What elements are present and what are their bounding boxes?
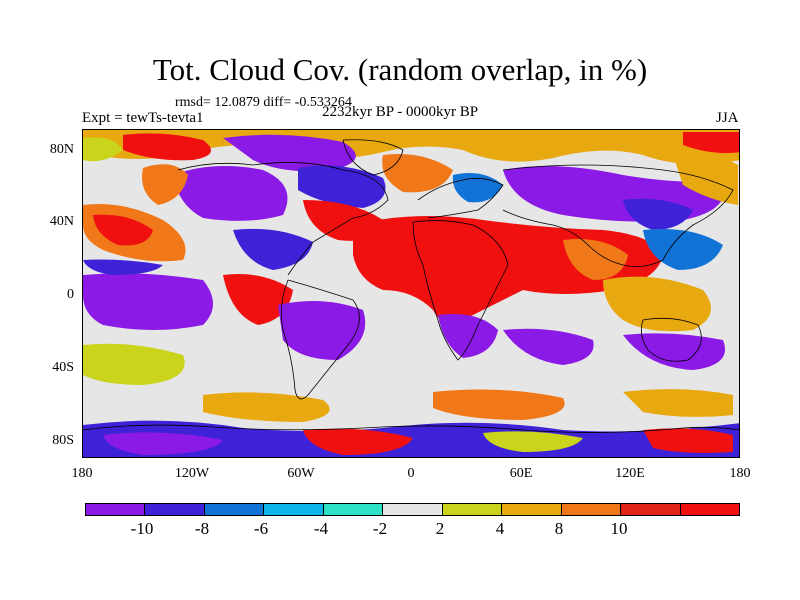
colorbar-label: 4 (495, 519, 505, 538)
coastline-asia (502, 164, 734, 268)
region-antarctic-red (303, 428, 413, 455)
y-tick-label: 0 (67, 287, 74, 302)
region-south-america-purple (278, 301, 366, 360)
region-southern-ocean-orange (623, 389, 733, 417)
region-east-asia-blue (623, 198, 693, 230)
region-arctic-yellow (83, 137, 123, 162)
colorbar-swatch (145, 504, 205, 515)
coastline-greenland (342, 139, 404, 176)
colorbar-label: -8 (194, 519, 210, 538)
region-arctic-red (683, 132, 739, 154)
colorbar-label: -4 (313, 519, 329, 538)
cloud-cover-difference-map (83, 130, 739, 457)
x-tick-label: 120E (615, 466, 645, 481)
season-label: JJA (716, 110, 739, 126)
region-antarctic-purple (103, 432, 223, 455)
experiment-label: Expt = tewTs-tevta1 (82, 110, 204, 126)
colorbar-swatch (86, 504, 146, 515)
region-south-pacific-yellow (83, 343, 185, 385)
y-tick-label: 80S (52, 433, 74, 448)
colorbar-swatch (204, 504, 265, 515)
colorbar-swatch (561, 504, 622, 515)
region-equatorial-pacific-blue (83, 259, 163, 275)
region-south-atlantic-red (223, 274, 293, 325)
coastline-europe (417, 177, 504, 219)
x-tick-label: 0 (407, 466, 415, 481)
colorbar-swatch (502, 504, 562, 515)
region-southern-ocean-orange (203, 392, 330, 422)
x-tick-label: 60E (509, 466, 533, 481)
map-panel (82, 129, 740, 458)
region-africa-south-purple (438, 314, 498, 358)
region-south-pacific-purple (623, 333, 725, 370)
y-tick-label: 40S (52, 360, 74, 375)
region-indian-ocean-purple (503, 328, 594, 365)
colorbar-swatch (323, 504, 384, 515)
coastline-africa (412, 220, 509, 361)
region-central-america-blue (233, 228, 313, 270)
region-north-pacific-purple (173, 166, 288, 221)
coastline-australia (640, 317, 702, 362)
map-title: Tot. Cloud Cov. (random overlap, in %) (152, 52, 648, 87)
coastline-antarctica (83, 424, 739, 433)
colorbar-label: -6 (253, 519, 269, 538)
colorbar-swatch (680, 504, 739, 515)
x-tick-label: 180 (71, 466, 93, 481)
coastlines (83, 139, 739, 433)
coastline-south-america (280, 279, 360, 400)
colorbar-label: 2 (435, 519, 445, 538)
region-north-america-blue (298, 165, 386, 208)
coastline-north-america (177, 162, 389, 276)
colorbar-label: 8 (554, 519, 564, 538)
region-north-atlantic-orange (382, 154, 453, 193)
region-south-east-asia-orange (603, 276, 711, 332)
x-tick-label: 120W (174, 466, 210, 481)
region-east-pacific-red-core (93, 214, 153, 246)
region-india-orange (563, 239, 628, 280)
colorbar-label: 10 (610, 519, 628, 538)
region-antarctic-red (643, 428, 733, 453)
y-tick-label: 40N (49, 214, 74, 229)
colorbar-swatch (383, 504, 443, 515)
period-label: 2232kyr BP - 0000kyr BP (322, 104, 479, 120)
colorbar-swatch (442, 504, 503, 515)
x-tick-label: 180 (729, 466, 751, 481)
colorbar (85, 503, 740, 516)
region-antarctic-yellow (483, 431, 583, 452)
colorbar-label: -2 (372, 519, 388, 538)
colorbar-swatch (264, 504, 324, 515)
region-southern-ocean-orange (433, 389, 565, 420)
colorbar-label: -10 (130, 519, 154, 538)
region-greenland-purple (223, 134, 356, 172)
x-tick-label: 60W (287, 466, 315, 481)
region-alaska-red (142, 164, 188, 205)
colorbar-swatch (621, 504, 681, 515)
region-equatorial-pacific-purple (83, 273, 213, 330)
stats-label: rmsd= 12.0879 diff= -0.533264 (175, 95, 352, 110)
region-arctic-red (123, 133, 211, 161)
y-tick-label: 80N (49, 142, 74, 157)
